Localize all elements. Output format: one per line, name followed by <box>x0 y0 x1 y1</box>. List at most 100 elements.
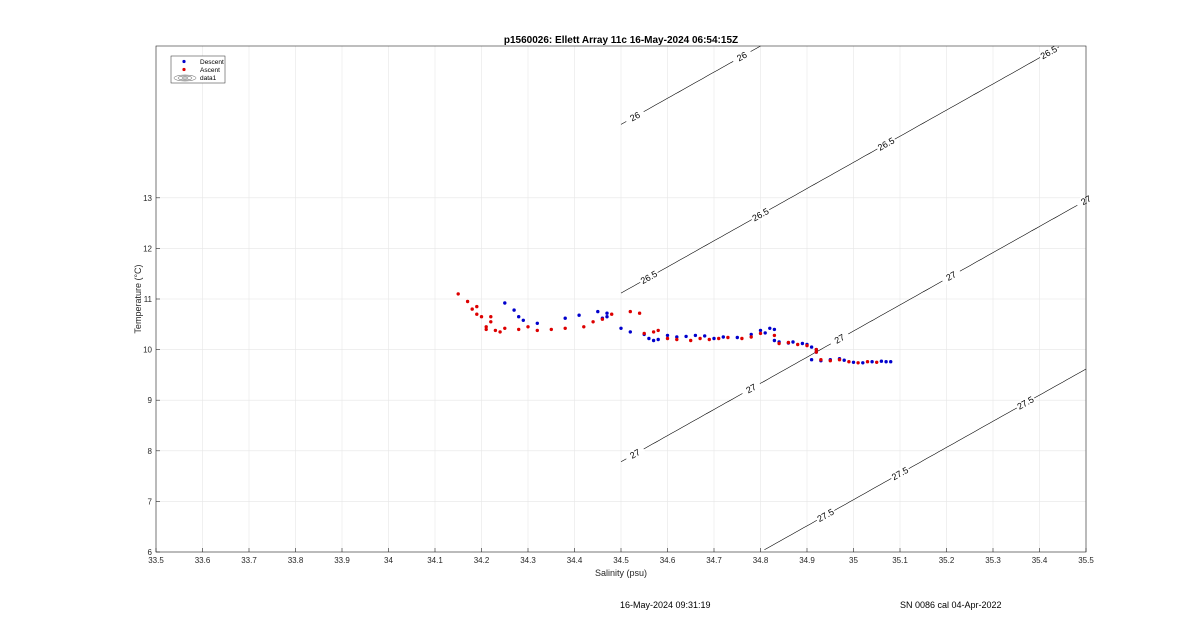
ascent-point <box>749 335 753 339</box>
ascent-point <box>651 330 656 334</box>
ascent-point <box>484 325 488 329</box>
ascent-point <box>489 320 493 324</box>
contour-label: 27 <box>833 332 847 346</box>
contour-label-group: 27 <box>740 379 763 398</box>
descent-point <box>884 360 888 364</box>
descent-point <box>684 334 688 339</box>
x-tick-label: 33.8 <box>288 556 304 565</box>
x-tick-label: 35.1 <box>892 556 908 565</box>
descent-point <box>735 335 739 340</box>
y-tick-label: 7 <box>148 497 153 506</box>
data-points <box>456 292 893 365</box>
contour-label-group: 27 <box>940 266 963 286</box>
x-tick-label: 34.4 <box>567 556 583 565</box>
ascent-point <box>814 347 818 352</box>
descent-point <box>870 360 874 364</box>
legend-data1-label: data1 <box>200 75 217 82</box>
contour-label-bg <box>740 379 763 398</box>
contour-label-bg <box>940 266 963 286</box>
x-tick-label: 34.8 <box>753 556 769 565</box>
descent-point <box>596 309 600 314</box>
x-tick-label: 34.3 <box>520 556 536 565</box>
ascent-point <box>475 312 479 316</box>
ascent-point <box>819 358 823 362</box>
ascent-point <box>865 360 870 364</box>
chart-title: p1560026: Ellett Array 11c 16-May-2024 0… <box>504 35 738 46</box>
descent-point <box>772 338 777 343</box>
descent-point <box>703 334 707 338</box>
x-tick-label: 33.6 <box>195 556 211 565</box>
ascent-point <box>479 315 484 319</box>
descent-point <box>809 345 814 349</box>
ascent-point <box>503 326 507 330</box>
x-tick-label: 34.2 <box>474 556 490 565</box>
y-tick-label: 13 <box>143 194 152 203</box>
contour-label: 27 <box>744 382 758 396</box>
descent-point <box>712 336 716 341</box>
footer-calibration: SN 0086 cal 04-Apr-2022 <box>900 600 1002 610</box>
legend: Descent Ascent data1 <box>170 55 226 84</box>
ascent-point <box>786 340 791 345</box>
contour-line <box>620 46 1060 294</box>
descent-point <box>861 361 865 365</box>
x-tick-label: 33.7 <box>241 556 257 565</box>
ascent-point <box>665 336 670 341</box>
contour-label-bg <box>623 107 647 126</box>
ascent-point <box>465 299 470 304</box>
descent-point <box>721 335 725 339</box>
ascent-point <box>582 325 586 329</box>
ascent-point <box>675 337 679 342</box>
descent-point <box>563 316 567 320</box>
ascent-point <box>493 328 498 333</box>
descent-point <box>535 321 539 325</box>
x-tick-label: 34.1 <box>427 556 443 565</box>
legend-box <box>170 55 226 84</box>
ascent-point <box>489 315 493 319</box>
descent-point <box>809 358 814 362</box>
x-tick-label: 33.9 <box>334 556 350 565</box>
contour-label: 26 <box>735 50 749 64</box>
legend-contour-icon <box>173 74 197 82</box>
ascent-point <box>828 359 832 363</box>
ascent-point <box>689 338 693 343</box>
ascent-point <box>628 309 632 314</box>
descent-point <box>521 318 525 322</box>
descent-point <box>842 358 846 362</box>
x-axis: 33.5 33.6 33.7 33.8 33.9 34 34.1 34.2 34.3 34.4 34… <box>148 548 1094 565</box>
descent-point <box>512 308 516 312</box>
y-axis: 6 7 8 9 10 11 12 13 <box>143 194 160 557</box>
ascent-point <box>707 337 711 342</box>
x-tick-label: 34.6 <box>660 556 676 565</box>
descent-point <box>763 331 767 335</box>
ascent-point <box>470 307 474 311</box>
contour-label-bg <box>1037 43 1060 62</box>
descent-point <box>768 326 772 330</box>
x-tick-label: 35 <box>849 556 858 565</box>
descent-point <box>656 337 660 342</box>
ascent-point <box>740 336 744 341</box>
ascent-point <box>610 312 614 316</box>
descent-point <box>851 360 856 364</box>
y-tick-label: 11 <box>144 295 153 304</box>
ascent-point <box>875 360 879 364</box>
ascent-point <box>814 350 818 354</box>
descent-point <box>605 311 609 315</box>
contour-label-group: 27 <box>828 329 851 349</box>
x-tick-label: 33.5 <box>148 556 164 565</box>
ascent-point <box>600 317 605 321</box>
descent-point <box>889 360 893 364</box>
contour-label-bg <box>730 47 754 66</box>
ascent-point <box>717 336 721 341</box>
y-tick-label: 6 <box>148 548 153 557</box>
ascent-point <box>805 343 809 348</box>
contour-label: 26 <box>628 110 642 124</box>
contour-label-bg <box>828 329 851 349</box>
x-tick-label: 35.4 <box>1032 556 1048 565</box>
x-tick-label: 34.5 <box>613 556 629 565</box>
x-axis-label: Salinity (psu) <box>595 568 647 578</box>
descent-point <box>647 336 651 341</box>
descent-point <box>749 332 753 337</box>
y-tick-label: 8 <box>148 447 153 456</box>
descent-point <box>605 315 609 319</box>
